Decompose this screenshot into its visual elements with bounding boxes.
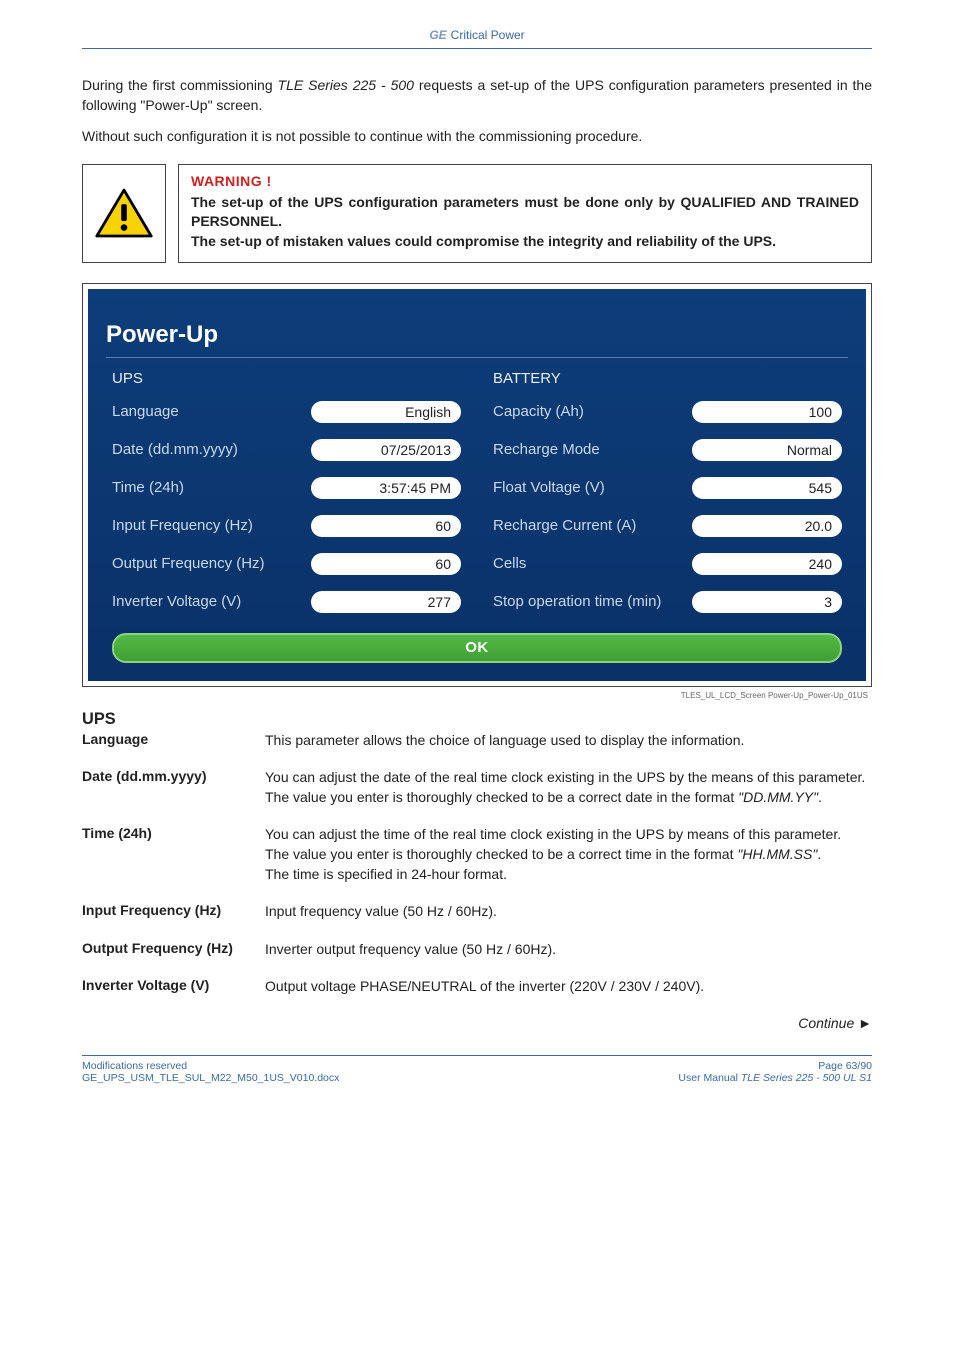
battery-row-value-pill[interactable]: 100 [692, 401, 842, 423]
battery-row-value-pill[interactable]: 3 [692, 591, 842, 613]
def-label: Output Frequency (Hz) [82, 940, 265, 960]
battery-row-label: Capacity (Ah) [493, 403, 584, 420]
def-body: Inverter output frequency value (50 Hz /… [265, 940, 872, 960]
ups-row-label: Date (dd.mm.yyyy) [112, 441, 238, 458]
footer-right-1: Page 63/90 [678, 1060, 872, 1072]
intro-p1-italic: TLE Series 225 - 500 [278, 77, 414, 93]
ups-row-value-pill[interactable]: 3:57:45 PM [311, 477, 461, 499]
def-body: Input frequency value (50 Hz / 60Hz). [265, 902, 872, 922]
def-label: Language [82, 731, 265, 751]
def-label: Input Frequency (Hz) [82, 902, 265, 922]
def-row-2: Time (24h)You can adjust the time of the… [82, 825, 872, 884]
intro-paragraph-1: During the first commissioning TLE Serie… [82, 75, 872, 116]
ups-row-label: Output Frequency (Hz) [112, 555, 265, 572]
battery-column: BATTERY Capacity (Ah) 100 Recharge Mode Nor… [487, 358, 848, 625]
ups-row-label: Language [112, 403, 179, 420]
intro-paragraph-2: Without such configuration it is not pos… [82, 126, 872, 146]
ups-row-label: Inverter Voltage (V) [112, 593, 241, 610]
battery-row-label: Float Voltage (V) [493, 479, 605, 496]
footer-rule [82, 1055, 872, 1056]
footer-left-1: Modifications reserved [82, 1060, 339, 1072]
ups-row-3: Input Frequency (Hz) 60 [106, 511, 467, 549]
battery-row-label: Cells [493, 555, 526, 572]
footer-left-2: GE_UPS_USM_TLE_SUL_M22_M50_1US_V010.docx [82, 1072, 339, 1084]
footer-left: Modifications reserved GE_UPS_USM_TLE_SU… [82, 1060, 339, 1084]
def-row-0: LanguageThis parameter allows the choice… [82, 731, 872, 751]
def-body: You can adjust the time of the real time… [265, 825, 872, 884]
ups-row-2: Time (24h) 3:57:45 PM [106, 473, 467, 511]
header-rule [82, 48, 872, 49]
def-body: Output voltage PHASE/NEUTRAL of the inve… [265, 977, 872, 997]
ups-row-label: Input Frequency (Hz) [112, 517, 253, 534]
def-body: This parameter allows the choice of lang… [265, 731, 872, 751]
screen-container: Power-Up UPS Language English Date (dd.mm.… [82, 283, 872, 687]
ups-row-4: Output Frequency (Hz) 60 [106, 549, 467, 587]
warning-icon [94, 186, 154, 241]
definitions-section: UPS LanguageThis parameter allows the ch… [82, 710, 872, 997]
battery-row-label: Recharge Current (A) [493, 517, 636, 534]
continue-text: Continue ► [82, 1015, 872, 1031]
powerup-screen: Power-Up UPS Language English Date (dd.mm.… [88, 289, 866, 681]
battery-row-value-pill[interactable]: 240 [692, 553, 842, 575]
ok-button-label: OK [465, 639, 489, 656]
warning-line-2: The set-up of mistaken values could comp… [191, 232, 859, 252]
ups-column: UPS Language English Date (dd.mm.yyyy) 07/2… [106, 358, 467, 625]
continue-label: Continue [798, 1015, 858, 1031]
def-row-4: Output Frequency (Hz)Inverter output fre… [82, 940, 872, 960]
battery-row-value-pill[interactable]: Normal [692, 439, 842, 461]
battery-row-label: Stop operation time (min) [493, 593, 661, 610]
def-row-1: Date (dd.mm.yyyy)You can adjust the date… [82, 768, 872, 807]
battery-row-2: Float Voltage (V) 545 [487, 473, 848, 511]
battery-row-value-pill[interactable]: 545 [692, 477, 842, 499]
ups-row-0: Language English [106, 397, 467, 435]
ups-row-5: Inverter Voltage (V) 277 [106, 587, 467, 625]
warning-box: WARNING ! The set-up of the UPS configur… [82, 164, 872, 263]
ups-heading: UPS [106, 366, 467, 397]
footer-right: Page 63/90 User Manual TLE Series 225 - … [678, 1060, 872, 1084]
footer-right-2: User Manual TLE Series 225 - 500 UL S1 [678, 1072, 872, 1084]
def-label: Time (24h) [82, 825, 265, 884]
battery-row-label: Recharge Mode [493, 441, 600, 458]
ups-row-value-pill[interactable]: English [311, 401, 461, 423]
intro-p1-a: During the first commissioning [82, 77, 278, 93]
brand-text: Critical Power [451, 28, 525, 42]
ups-row-value-pill[interactable]: 07/25/2013 [311, 439, 461, 461]
battery-row-0: Capacity (Ah) 100 [487, 397, 848, 435]
def-row-3: Input Frequency (Hz)Input frequency valu… [82, 902, 872, 922]
battery-row-4: Cells 240 [487, 549, 848, 587]
brand-prefix: GE [429, 28, 446, 42]
ups-row-1: Date (dd.mm.yyyy) 07/25/2013 [106, 435, 467, 473]
screen-filename: TLES_UL_LCD_Screen Power-Up_Power-Up_01U… [82, 689, 872, 700]
warning-title: WARNING ! [191, 173, 859, 189]
ups-row-value-pill[interactable]: 60 [311, 553, 461, 575]
page-footer: Modifications reserved GE_UPS_USM_TLE_SU… [82, 1060, 872, 1084]
screen-title: Power-Up [106, 321, 848, 358]
battery-row-value-pill[interactable]: 20.0 [692, 515, 842, 537]
warning-icon-cell [82, 164, 166, 263]
ups-row-value-pill[interactable]: 277 [311, 591, 461, 613]
def-label: Inverter Voltage (V) [82, 977, 265, 997]
def-row-5: Inverter Voltage (V)Output voltage PHASE… [82, 977, 872, 997]
def-label: Date (dd.mm.yyyy) [82, 768, 265, 807]
defs-heading: UPS [82, 710, 872, 729]
warning-line-1: The set-up of the UPS configuration para… [191, 193, 859, 232]
continue-arrow-icon: ► [858, 1015, 872, 1031]
def-body: You can adjust the date of the real time… [265, 768, 872, 807]
battery-heading: BATTERY [487, 366, 848, 397]
battery-row-3: Recharge Current (A) 20.0 [487, 511, 848, 549]
ups-row-value-pill[interactable]: 60 [311, 515, 461, 537]
warning-text-cell: WARNING ! The set-up of the UPS configur… [178, 164, 872, 263]
battery-row-1: Recharge Mode Normal [487, 435, 848, 473]
header-brand: GE Critical Power [82, 28, 872, 48]
ups-row-label: Time (24h) [112, 479, 184, 496]
battery-row-5: Stop operation time (min) 3 [487, 587, 848, 625]
ok-button[interactable]: OK [112, 633, 842, 663]
